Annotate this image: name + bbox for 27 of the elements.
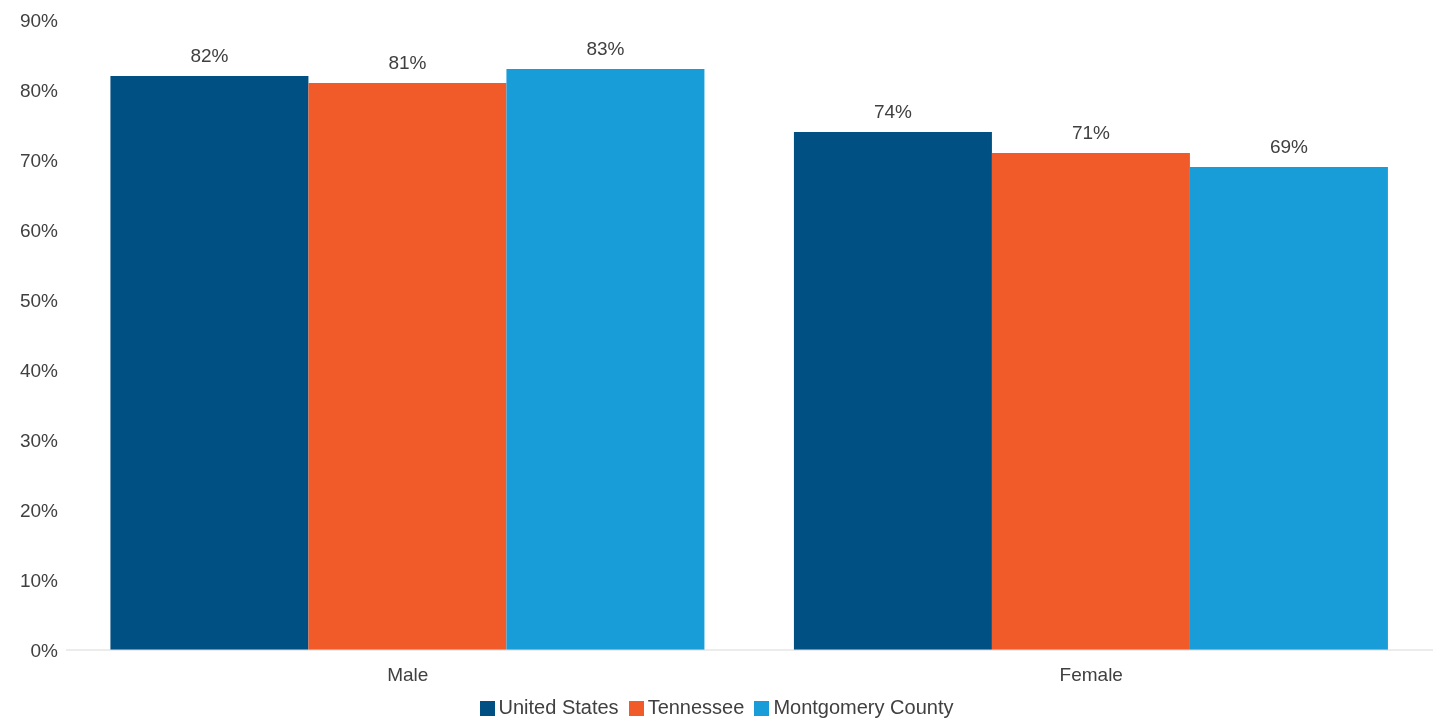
- bar: [991, 153, 1190, 650]
- y-tick-label: 0%: [30, 639, 59, 661]
- legend-label: Tennessee: [647, 696, 745, 718]
- bar: [506, 69, 705, 650]
- bar: [793, 132, 992, 650]
- data-label: 82%: [190, 45, 229, 66]
- x-tick-label: Female: [1059, 664, 1123, 686]
- data-label: 74%: [873, 101, 913, 122]
- data-label: 81%: [388, 52, 427, 73]
- data-label: 69%: [1269, 136, 1309, 157]
- data-label: 71%: [1071, 122, 1111, 143]
- y-tick-label: 20%: [19, 499, 59, 521]
- y-tick-label: 90%: [19, 9, 59, 31]
- y-tick-label: 40%: [19, 359, 59, 381]
- y-tick-label: 30%: [19, 429, 59, 451]
- bar: [1189, 167, 1388, 650]
- legend-label: Montgomery County: [773, 696, 954, 718]
- y-tick-label: 60%: [19, 219, 59, 241]
- bar: [308, 83, 507, 650]
- y-tick-label: 80%: [19, 79, 59, 101]
- legend-label: United States: [498, 696, 619, 718]
- y-tick-label: 50%: [19, 289, 59, 311]
- y-tick-label: 70%: [19, 149, 59, 171]
- x-tick-label: Male: [387, 664, 429, 686]
- bar: [110, 76, 309, 650]
- data-label: 83%: [586, 38, 625, 59]
- y-tick-label: 10%: [19, 569, 59, 591]
